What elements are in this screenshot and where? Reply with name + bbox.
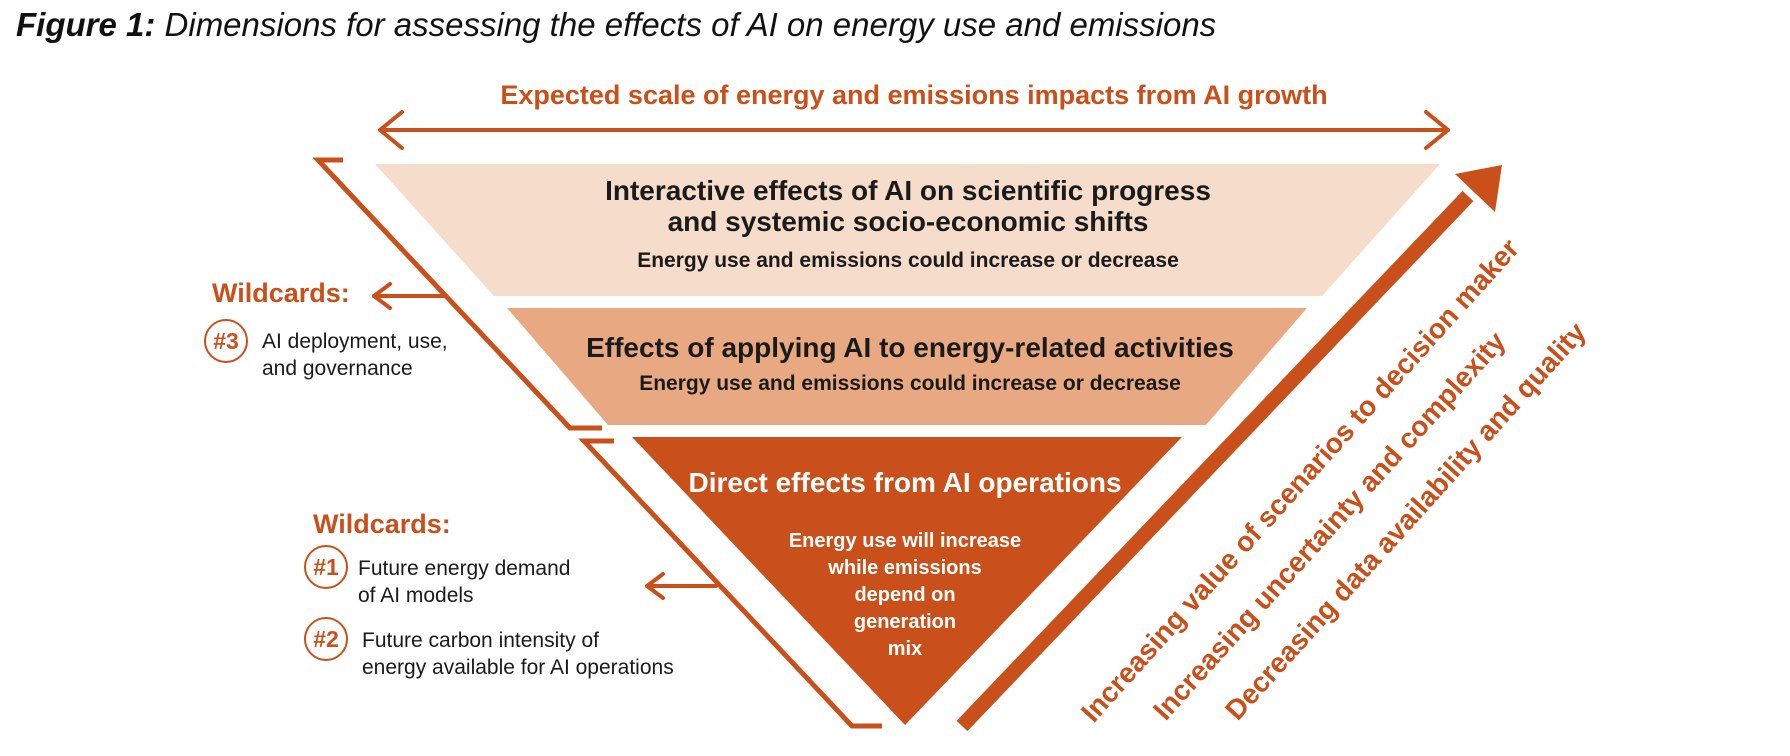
wildcard-item-3-line2: and governance (262, 357, 413, 380)
scale-double-arrow (378, 110, 1450, 150)
wildcard-item-2-line2: energy available for AI operations (362, 656, 674, 679)
wildcard-arrow-upper (372, 282, 445, 310)
tier-top-title-line2: and systemic socio-economic shifts (667, 206, 1149, 237)
figure-caption: Dimensions for assessing the effects of … (164, 6, 1217, 43)
wildcard-item-1-line2: of AI models (358, 584, 474, 607)
wildcard-item-1-line1: Future energy demand (358, 557, 571, 580)
tier-bottom-description: Energy use will increase while emissions… (755, 528, 1055, 663)
figure-title: Figure 1: Dimensions for assessing the e… (16, 6, 1216, 44)
tier-middle-subtitle: Energy use and emissions could increase … (639, 372, 1181, 395)
wildcard-item-2-line1: Future carbon intensity of (362, 629, 599, 652)
wildcards-upper-heading: Wildcards: (212, 278, 350, 308)
tier-middle-text: Effects of applying AI to energy-related… (560, 332, 1260, 396)
wildcard-badge-2: #2 (304, 617, 348, 661)
wildcard-item-2-text: Future carbon intensity of energy availa… (362, 627, 674, 681)
wildcard-badge-3: #3 (204, 319, 248, 363)
tier-top-text: Interactive effects of AI on scientific … (494, 175, 1322, 273)
tier-middle-title: Effects of applying AI to energy-related… (586, 332, 1234, 363)
wildcard-item-1-text: Future energy demand of AI models (358, 555, 570, 609)
tier-top-shape (375, 164, 1440, 296)
tier-bottom-desc-line1: Energy use will increase (788, 530, 1022, 552)
tier-bottom-desc-line2: while emissions (828, 557, 982, 579)
tier-bottom-title: Direct effects from AI operations (688, 467, 1122, 498)
tier-bottom-text: Direct effects from AI operations (655, 467, 1155, 499)
diagonal-trend-arrow (956, 165, 1502, 732)
wildcard-badge-1: #1 (304, 545, 348, 589)
scale-arrow-label: Expected scale of energy and emissions i… (500, 80, 1328, 110)
wildcard-arrow-lower (645, 572, 718, 600)
tier-bottom-shape (632, 437, 1182, 725)
wildcard-item-3-text: AI deployment, use, and governance (262, 328, 448, 382)
tier-middle-shape (507, 308, 1307, 425)
wildcard-item-3-line1: AI deployment, use, (262, 330, 448, 353)
tier-top-subtitle: Energy use and emissions could increase … (637, 249, 1179, 272)
wildcards-lower-heading: Wildcards: (313, 509, 451, 539)
tier-bottom-desc-line5: mix (887, 638, 923, 660)
figure-label: Figure 1: (16, 6, 156, 43)
tier-top-title-line1: Interactive effects of AI on scientific … (605, 175, 1211, 206)
tier-bottom-desc-line4: generation (853, 611, 957, 633)
left-bracket (312, 157, 882, 729)
tier-bottom-desc-line3: depend on (854, 584, 956, 606)
